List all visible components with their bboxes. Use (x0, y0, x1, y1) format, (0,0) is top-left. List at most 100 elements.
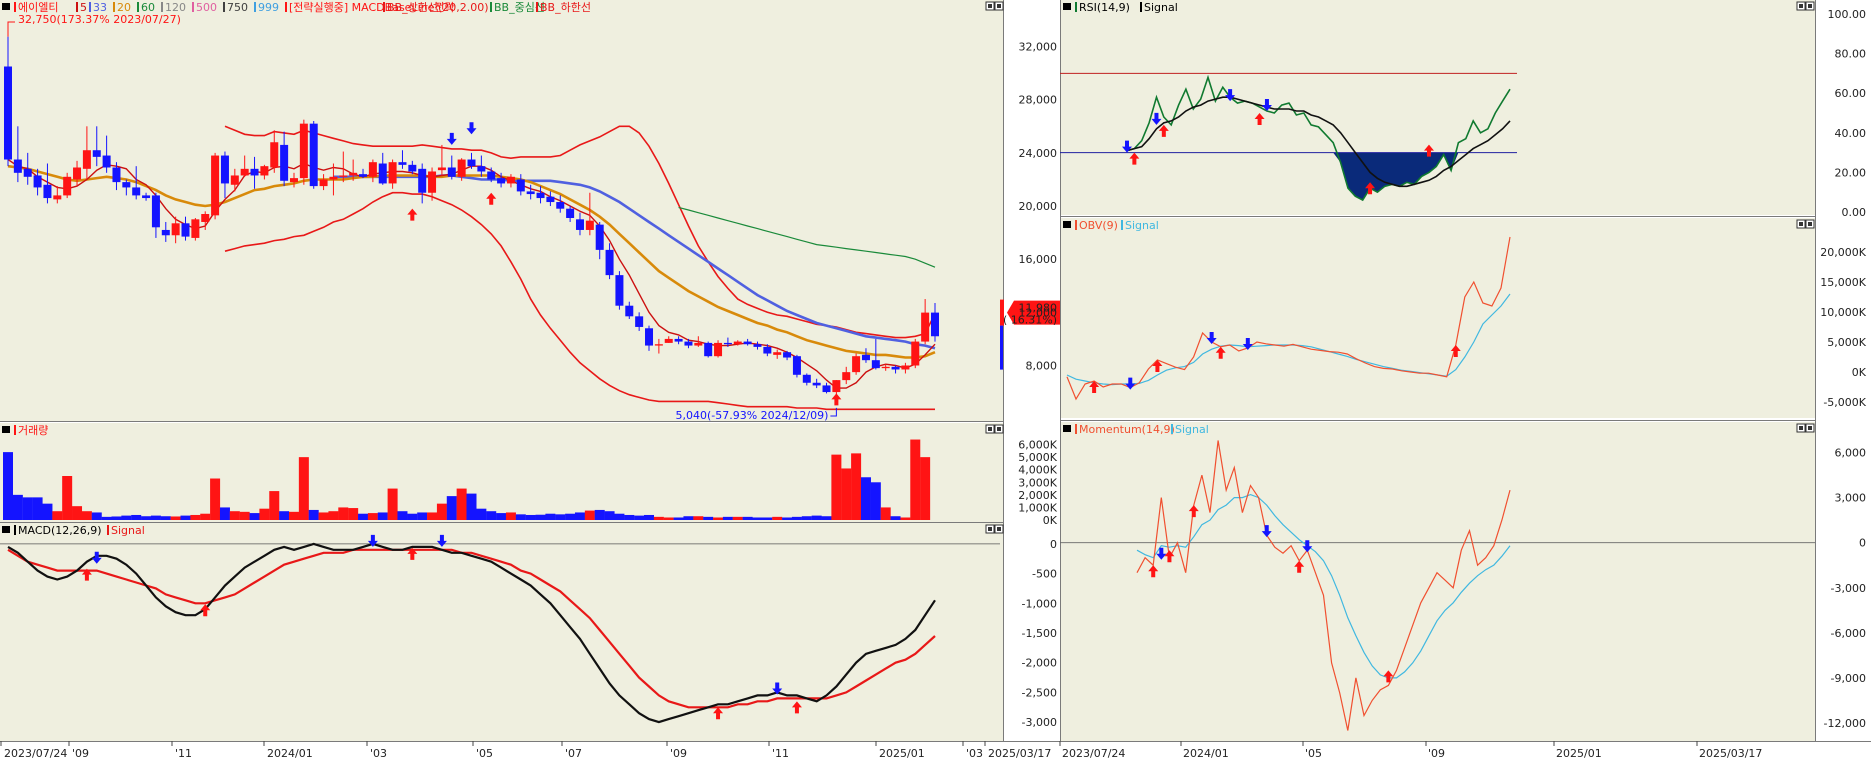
date-tick-label: '09 (1428, 747, 1445, 760)
volume-bar (3, 452, 13, 520)
candle-body (428, 171, 437, 193)
volume-bar (456, 488, 467, 520)
sell-arrow-icon (1206, 332, 1217, 344)
volume-bar (644, 514, 655, 520)
volume-bar (772, 516, 783, 520)
momentum-panel (1060, 440, 1815, 731)
volume-bar (515, 514, 526, 520)
candle-body (388, 162, 397, 184)
candle-body (142, 195, 151, 199)
volume-bar (880, 507, 891, 520)
candle-body (625, 305, 634, 317)
right-axis-area (1815, 0, 1871, 764)
momentum-y-tick: -6,000 (1831, 627, 1866, 640)
obv-line (1066, 236, 1511, 401)
price-legend-item: 에이엘티 (18, 1, 58, 14)
axes: 32,000 28,000 24,000 20,000 16,000 12,000 8,00… (0, 8, 1867, 760)
volume-bar (713, 517, 724, 520)
candle-body (63, 176, 72, 196)
volume-bar (111, 516, 122, 520)
price-legend-item: BB_상한선(20,2.00) (387, 1, 489, 14)
volume-y-tick: 1,000K (1018, 501, 1057, 514)
candle-body (447, 167, 456, 177)
macd-legend-item: MACD(12,26,9) (18, 524, 102, 537)
price-y-tick: 12,000 (1019, 306, 1058, 319)
momentum-panel-bg (1060, 422, 1815, 741)
candle-body (132, 187, 141, 196)
volume-bar (476, 508, 487, 520)
candle-body (714, 342, 723, 357)
macd-y-tick: -2,500 (1022, 686, 1057, 699)
buy-arrow-icon (1423, 144, 1434, 157)
volume-bar (466, 493, 477, 520)
rsi-line (1126, 74, 1511, 202)
volume-bar (52, 511, 63, 520)
candle-body (211, 155, 220, 216)
price-legend-item: 5 (80, 1, 87, 14)
candle-body (595, 224, 604, 250)
momentum-legend-handle-icon (1063, 425, 1071, 432)
candle-body (398, 162, 407, 165)
volume-bar (555, 514, 566, 520)
candle-body (753, 344, 762, 347)
volume-y-tick: 0K (1043, 514, 1058, 527)
momentum-legend-item: Momentum(14,9) (1079, 423, 1175, 436)
price-legend-swatch (161, 2, 163, 12)
candle-body (497, 178, 506, 184)
volume-bar (417, 512, 428, 520)
panel-window-icon-inner (1808, 222, 1812, 226)
volume-bar (170, 516, 181, 520)
candle-body (437, 167, 446, 171)
volume-bar (752, 517, 763, 520)
macd-panel (0, 534, 1000, 724)
candle-body (802, 374, 811, 383)
volume-bar (328, 511, 339, 520)
buy-arrow-icon (407, 547, 418, 560)
candle-body (871, 360, 880, 369)
panel-window-icon-inner (1808, 426, 1812, 430)
volume-bar (288, 511, 299, 520)
volume-bar (920, 457, 931, 520)
price-tag-pct: ( 16.31%) (1003, 314, 1057, 327)
obv-y-tick: 10,000K (1820, 306, 1866, 319)
buy-arrow-icon (1129, 152, 1140, 165)
price-legend-swatch (192, 2, 194, 12)
panel-window-icon-inner (988, 527, 992, 531)
rsi-legend-handle-icon (1063, 3, 1071, 10)
buy-arrow-icon (1164, 550, 1175, 563)
macd-y-tick: -2,000 (1022, 657, 1057, 670)
panel-window-icon-inner (1799, 4, 1803, 8)
volume-bar (801, 516, 812, 520)
volume-bar (791, 516, 802, 520)
sell-arrow-icon (772, 682, 783, 695)
candle-body (822, 385, 831, 393)
candle-body (546, 196, 555, 203)
candle-body (921, 312, 930, 342)
price-tag (1007, 300, 1060, 325)
buy-arrow-icon (200, 604, 211, 617)
candle-body (654, 344, 663, 346)
rsi-oversold-fill (1127, 152, 1510, 201)
buy-arrow-icon (1450, 345, 1461, 357)
volume-bar (318, 512, 329, 520)
volume-y-tick: 2,000K (1018, 489, 1057, 502)
rsi-y-tick: 0.00 (1842, 206, 1867, 219)
candle-body (467, 159, 476, 167)
volume-bar (22, 497, 33, 520)
candle-body (852, 356, 861, 373)
price-legend-swatch (285, 2, 287, 12)
candle-body (783, 352, 792, 358)
candle-body (645, 328, 654, 346)
left-axis-area (1003, 0, 1060, 764)
volume-bar (574, 512, 585, 520)
candle-body (240, 168, 249, 176)
candle-body (319, 179, 328, 187)
candle-body (723, 342, 732, 345)
date-tick-label: 2025/01 (879, 747, 925, 760)
momentum-line (1136, 440, 1511, 731)
candle-body (201, 214, 210, 222)
candle-body (260, 166, 269, 176)
candle-body (526, 191, 535, 195)
candle-body (812, 382, 821, 386)
rsi-y-tick: 20.00 (1835, 166, 1867, 179)
